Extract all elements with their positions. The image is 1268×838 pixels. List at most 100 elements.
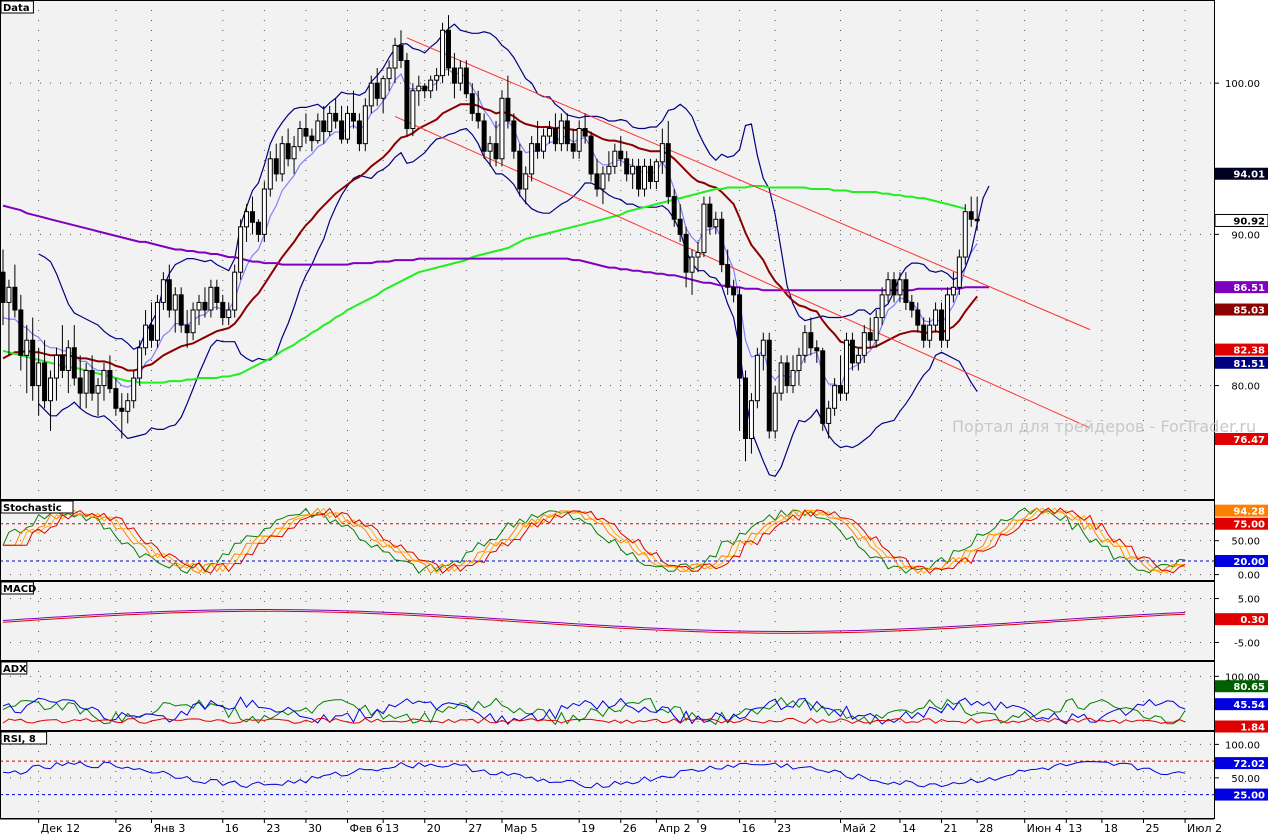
candle-body (89, 369, 95, 394)
x-tick-label: Янв 3 (154, 822, 186, 834)
x-tick-label: 13 (385, 822, 399, 834)
panel-background (0, 0, 1214, 499)
price-badge: 72.02 (1215, 757, 1268, 770)
trend-channel-line (406, 37, 1091, 331)
x-tick-label: Июн 4 (1027, 822, 1062, 834)
candle-body (689, 256, 695, 273)
candle-body (374, 82, 380, 99)
y-tick-label: 50.00 (1231, 774, 1260, 785)
x-tick-label: 19 (581, 822, 595, 834)
candle-body (826, 407, 832, 424)
price-badge-box (1215, 680, 1268, 693)
indicator-line-stochastic (2, 507, 1186, 574)
candle-body (321, 120, 327, 133)
candle-body (457, 67, 463, 84)
candle-body (137, 347, 143, 379)
candle-body (612, 150, 618, 167)
panel-title-box (0, 661, 28, 675)
candle-body (939, 309, 945, 341)
price-badge-box (1215, 356, 1268, 369)
candle-body (451, 67, 457, 84)
panel-border (0, 581, 1215, 661)
x-tick-label: 14 (902, 822, 916, 834)
candle-body (220, 301, 226, 319)
candle-body (695, 252, 701, 258)
candle-body (808, 332, 814, 349)
candle-body (107, 369, 113, 390)
candle-body (950, 286, 956, 296)
candle-body (255, 221, 261, 235)
candle-body (600, 173, 606, 190)
candle-body (53, 354, 59, 379)
candle-body (552, 128, 558, 145)
candle-body (523, 173, 529, 190)
candle-body (606, 165, 612, 175)
x-tick-label: 25 (1145, 822, 1159, 834)
candle-body (6, 286, 12, 303)
indicator-line-stochastic (3, 507, 1186, 574)
price-badge-label: 1.84 (1240, 723, 1265, 734)
price-badge: 94.28 (1215, 504, 1268, 518)
candle-body (968, 211, 974, 220)
candle-body (570, 143, 576, 152)
overlay-bb_upper (38, 23, 990, 351)
x-tick-label: 23 (266, 822, 280, 834)
candle-body (849, 339, 855, 364)
candle-body (653, 161, 659, 182)
x-tick-label: 16 (742, 822, 756, 834)
candle-body (12, 286, 18, 311)
candle-body (273, 158, 279, 175)
candle-body (178, 294, 184, 326)
panel-title: Stochastic (3, 503, 62, 514)
candle-body (671, 196, 677, 220)
candle-body (440, 29, 446, 77)
price-badge-box (1215, 167, 1268, 180)
candle-body (838, 385, 844, 394)
candle-body (0, 271, 6, 303)
candle-body (279, 143, 285, 175)
candle-body (356, 120, 362, 145)
candle-body (719, 218, 725, 266)
candle-body (558, 120, 564, 145)
candle-body (546, 128, 552, 137)
candle-body (481, 120, 487, 152)
candle-body (956, 256, 962, 288)
candle-body (345, 112, 351, 140)
price-badge-label: 72.02 (1233, 759, 1265, 770)
price-badge-box (1215, 757, 1268, 770)
candle-body (226, 309, 232, 319)
panel-rsi: 100.00 50.00 RSI, 8 72.02 25.00 (0, 731, 1268, 819)
price-badge-label: 86.51 (1233, 283, 1265, 294)
price-badge-label: 25.00 (1233, 791, 1265, 802)
candle-body (760, 339, 766, 356)
candle-body (160, 279, 166, 303)
candle-body (410, 90, 416, 130)
candle-body (707, 203, 713, 228)
candle-body (24, 339, 30, 356)
candle-body (630, 165, 636, 175)
indicator-line-rsi (2, 760, 1186, 789)
candle-body (594, 173, 600, 190)
candle-body (974, 218, 980, 222)
candle-body (713, 218, 719, 228)
price-badge-box (1215, 698, 1268, 711)
candle-body (535, 143, 541, 152)
x-tick-label: 20 (427, 822, 441, 834)
price-badge-label: 45.54 (1233, 700, 1265, 711)
candle-body (855, 354, 861, 364)
candle-body (636, 165, 642, 190)
y-tick-label: 0.00 (1238, 571, 1260, 582)
panel-border (0, 0, 1215, 500)
candle-body (315, 120, 321, 142)
indicator-line-adx (2, 696, 1186, 725)
candle-body (267, 158, 273, 190)
candle-body (422, 85, 428, 92)
y-tick-label: -5.00 (1234, 638, 1260, 649)
candle-body (232, 271, 238, 311)
price-badge: 76.47 (1215, 432, 1268, 446)
candle-body (944, 294, 950, 341)
candle-body (766, 339, 772, 432)
y-tick-label: 100.00 (1225, 79, 1260, 90)
candle-body (962, 211, 968, 258)
